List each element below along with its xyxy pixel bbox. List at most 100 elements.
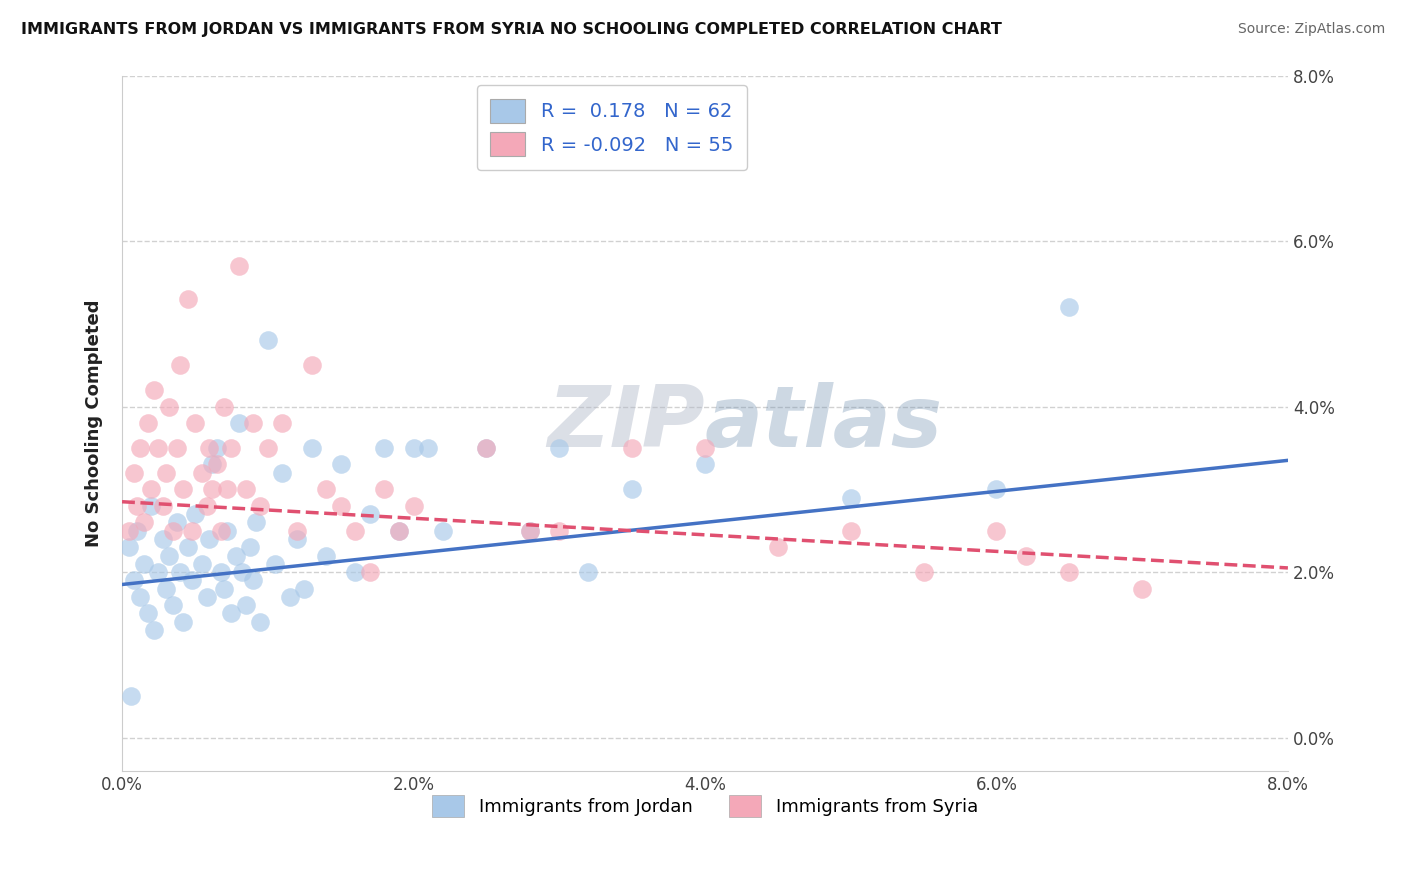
Point: [235, 483, 257, 497]
Point: [172, 483, 194, 497]
Text: IMMIGRANTS FROM JORDAN VS IMMIGRANTS FROM SYRIA NO SCHOOLING COMPLETED CORRELATI: IMMIGRANTS FROM JORDAN VS IMMIGRANTS FRO…: [21, 22, 1002, 37]
Point: [128, 590, 150, 604]
Text: Source: ZipAtlas.com: Source: ZipAtlas.com: [1237, 22, 1385, 37]
Point: [120, 690, 142, 704]
Point: [249, 499, 271, 513]
Point: [271, 466, 294, 480]
Point: [169, 358, 191, 372]
Point: [388, 524, 411, 538]
Point: [209, 524, 232, 538]
Point: [475, 441, 498, 455]
Point: [155, 466, 177, 480]
Point: [344, 524, 367, 538]
Point: [839, 524, 862, 538]
Point: [285, 532, 308, 546]
Point: [231, 565, 253, 579]
Point: [136, 416, 159, 430]
Point: [212, 582, 235, 596]
Point: [141, 499, 163, 513]
Point: [239, 541, 262, 555]
Point: [166, 441, 188, 455]
Point: [548, 524, 571, 538]
Point: [125, 524, 148, 538]
Text: atlas: atlas: [704, 382, 943, 465]
Point: [344, 565, 367, 579]
Point: [416, 441, 439, 455]
Point: [245, 516, 267, 530]
Point: [221, 607, 243, 621]
Point: [157, 400, 180, 414]
Point: [359, 565, 381, 579]
Point: [195, 590, 218, 604]
Point: [432, 524, 454, 538]
Point: [329, 458, 352, 472]
Point: [693, 458, 716, 472]
Point: [152, 532, 174, 546]
Point: [301, 441, 323, 455]
Point: [148, 565, 170, 579]
Point: [155, 582, 177, 596]
Point: [373, 483, 395, 497]
Point: [205, 458, 228, 472]
Point: [1059, 565, 1081, 579]
Point: [576, 565, 599, 579]
Point: [986, 524, 1008, 538]
Point: [157, 549, 180, 563]
Point: [242, 416, 264, 430]
Point: [181, 574, 204, 588]
Point: [315, 483, 337, 497]
Point: [986, 483, 1008, 497]
Point: [1059, 300, 1081, 314]
Point: [693, 441, 716, 455]
Point: [225, 549, 247, 563]
Point: [191, 557, 214, 571]
Point: [143, 623, 166, 637]
Legend: Immigrants from Jordan, Immigrants from Syria: Immigrants from Jordan, Immigrants from …: [425, 788, 986, 824]
Point: [519, 524, 541, 538]
Point: [152, 499, 174, 513]
Point: [256, 334, 278, 348]
Point: [388, 524, 411, 538]
Point: [221, 441, 243, 455]
Point: [212, 400, 235, 414]
Point: [1130, 582, 1153, 596]
Point: [136, 607, 159, 621]
Point: [215, 524, 238, 538]
Point: [373, 441, 395, 455]
Point: [184, 416, 207, 430]
Point: [125, 499, 148, 513]
Point: [249, 615, 271, 629]
Point: [402, 441, 425, 455]
Point: [176, 541, 198, 555]
Point: [176, 292, 198, 306]
Point: [402, 499, 425, 513]
Point: [132, 516, 155, 530]
Point: [118, 541, 141, 555]
Point: [621, 483, 644, 497]
Point: [205, 441, 228, 455]
Point: [329, 499, 352, 513]
Point: [169, 565, 191, 579]
Point: [271, 416, 294, 430]
Point: [198, 441, 221, 455]
Text: ZIP: ZIP: [547, 382, 704, 465]
Point: [128, 441, 150, 455]
Point: [264, 557, 287, 571]
Point: [228, 416, 250, 430]
Point: [519, 524, 541, 538]
Point: [1014, 549, 1036, 563]
Point: [475, 441, 498, 455]
Point: [201, 483, 224, 497]
Point: [198, 532, 221, 546]
Point: [201, 458, 224, 472]
Point: [118, 524, 141, 538]
Point: [122, 574, 145, 588]
Point: [162, 598, 184, 612]
Point: [839, 491, 862, 505]
Point: [242, 574, 264, 588]
Point: [148, 441, 170, 455]
Point: [621, 441, 644, 455]
Point: [191, 466, 214, 480]
Point: [215, 483, 238, 497]
Point: [235, 598, 257, 612]
